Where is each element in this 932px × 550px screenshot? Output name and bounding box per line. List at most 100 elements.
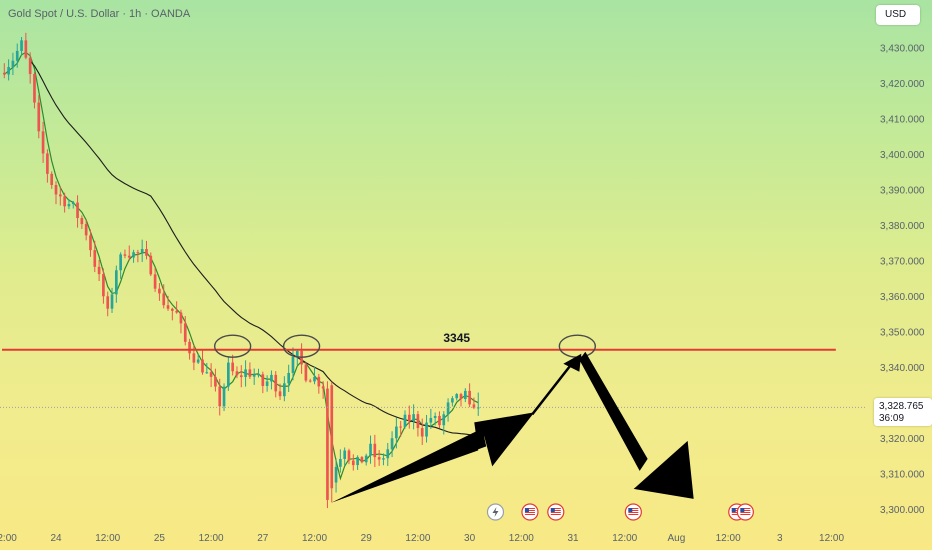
candle-body bbox=[102, 274, 105, 297]
y-tick-label: 3,320.000 bbox=[880, 434, 925, 445]
x-tick-label: 30 bbox=[464, 533, 476, 544]
x-tick-label: 12:00 bbox=[819, 533, 844, 544]
candle-body bbox=[196, 359, 200, 363]
candle-body bbox=[179, 312, 183, 324]
x-tick-label: 12:00 bbox=[95, 533, 120, 544]
candle-body bbox=[360, 457, 364, 463]
candle-body bbox=[37, 102, 41, 132]
candle-body bbox=[97, 266, 101, 275]
candle-body bbox=[235, 371, 239, 376]
candle-body bbox=[395, 426, 398, 439]
candle-body bbox=[2, 72, 6, 75]
candle-body bbox=[377, 457, 381, 460]
x-tick-label: 12:00 bbox=[509, 533, 534, 544]
candle-body bbox=[183, 323, 187, 342]
candle-body bbox=[11, 60, 15, 68]
candle-body bbox=[455, 394, 459, 399]
candle-body bbox=[54, 185, 58, 195]
candle-body bbox=[231, 362, 234, 372]
candle-body bbox=[244, 369, 247, 378]
candle-body bbox=[313, 376, 316, 382]
y-tick-label: 3,360.000 bbox=[880, 292, 925, 303]
candle-body bbox=[153, 274, 157, 289]
candle-body bbox=[58, 194, 62, 197]
candle-body bbox=[162, 293, 166, 306]
candle-body bbox=[446, 402, 450, 415]
candle-body bbox=[416, 414, 420, 429]
highlight-circle bbox=[558, 334, 597, 358]
currency-button[interactable]: USD bbox=[876, 5, 920, 25]
candle-body bbox=[429, 417, 433, 423]
y-tick-label: 3,370.000 bbox=[880, 257, 925, 268]
y-tick-label: 3,390.000 bbox=[880, 185, 925, 196]
candle-body bbox=[330, 385, 334, 489]
candle-body bbox=[50, 173, 54, 186]
highlight-circle bbox=[213, 334, 252, 358]
us-flag-icon[interactable] bbox=[736, 503, 754, 521]
candle-body bbox=[291, 356, 295, 373]
candle-body bbox=[472, 404, 476, 408]
y-tick-label: 3,420.000 bbox=[880, 79, 925, 90]
candle-body bbox=[265, 381, 269, 386]
projection-arrowhead-up bbox=[563, 353, 582, 372]
candle-body bbox=[451, 398, 454, 403]
candle-body bbox=[80, 217, 84, 225]
candle-body bbox=[28, 57, 32, 75]
candle-body bbox=[136, 252, 140, 254]
candle-body bbox=[343, 450, 347, 459]
y-tick-label: 3,340.000 bbox=[880, 363, 925, 374]
candle-body bbox=[214, 376, 217, 387]
candle-body bbox=[114, 270, 118, 295]
candle-body bbox=[278, 391, 282, 397]
highlight-circle bbox=[282, 334, 321, 358]
candle-body bbox=[257, 374, 260, 376]
candle-body bbox=[63, 196, 66, 207]
candle-body bbox=[403, 414, 407, 427]
candle-body bbox=[308, 380, 312, 382]
candle-body bbox=[76, 202, 79, 218]
candle-body bbox=[93, 250, 97, 267]
candle-body bbox=[438, 416, 441, 426]
candle-body bbox=[192, 353, 196, 363]
candle-body bbox=[110, 294, 114, 309]
candle-body bbox=[145, 248, 148, 256]
candle-body bbox=[468, 390, 471, 405]
flash-icon[interactable] bbox=[486, 503, 505, 521]
candle-body bbox=[201, 359, 204, 373]
candle-body bbox=[89, 235, 92, 251]
us-flag-icon[interactable] bbox=[521, 503, 539, 521]
x-tick-label: 25 bbox=[154, 533, 166, 544]
candle-body bbox=[239, 375, 243, 378]
x-tick-label: 29 bbox=[361, 533, 373, 544]
candle-body bbox=[15, 50, 19, 61]
last-price-tag: 3,328.765 36:09 bbox=[874, 398, 932, 426]
candle-body bbox=[188, 341, 191, 354]
candle-body bbox=[248, 369, 252, 377]
candle-body bbox=[7, 67, 10, 75]
x-tick-label: 24 bbox=[50, 533, 62, 544]
candle-body bbox=[24, 40, 28, 58]
projection-arrow-down-body bbox=[579, 351, 648, 471]
projection-arrowhead-down bbox=[633, 440, 694, 499]
projection-arrow-up-body bbox=[331, 428, 487, 503]
candle-body bbox=[347, 450, 351, 461]
candle-body bbox=[209, 372, 213, 377]
us-flag-icon[interactable] bbox=[547, 503, 565, 521]
candle-body bbox=[20, 40, 23, 51]
y-tick-label: 3,410.000 bbox=[880, 114, 925, 125]
candle-body bbox=[158, 288, 161, 294]
candle-body bbox=[326, 388, 329, 500]
candle-body bbox=[386, 449, 390, 459]
candle-body bbox=[351, 460, 355, 466]
x-tick-label: 31 bbox=[567, 533, 579, 544]
us-flag-icon[interactable] bbox=[624, 503, 642, 521]
candle-body bbox=[412, 414, 415, 422]
candle-body bbox=[84, 224, 88, 236]
candle-body bbox=[420, 428, 424, 437]
candle-body bbox=[390, 438, 394, 450]
x-tick-label: 12:00 bbox=[405, 533, 430, 544]
candle-body bbox=[407, 414, 411, 422]
candle-body bbox=[339, 458, 342, 467]
x-tick-label: 12:00 bbox=[0, 533, 17, 544]
